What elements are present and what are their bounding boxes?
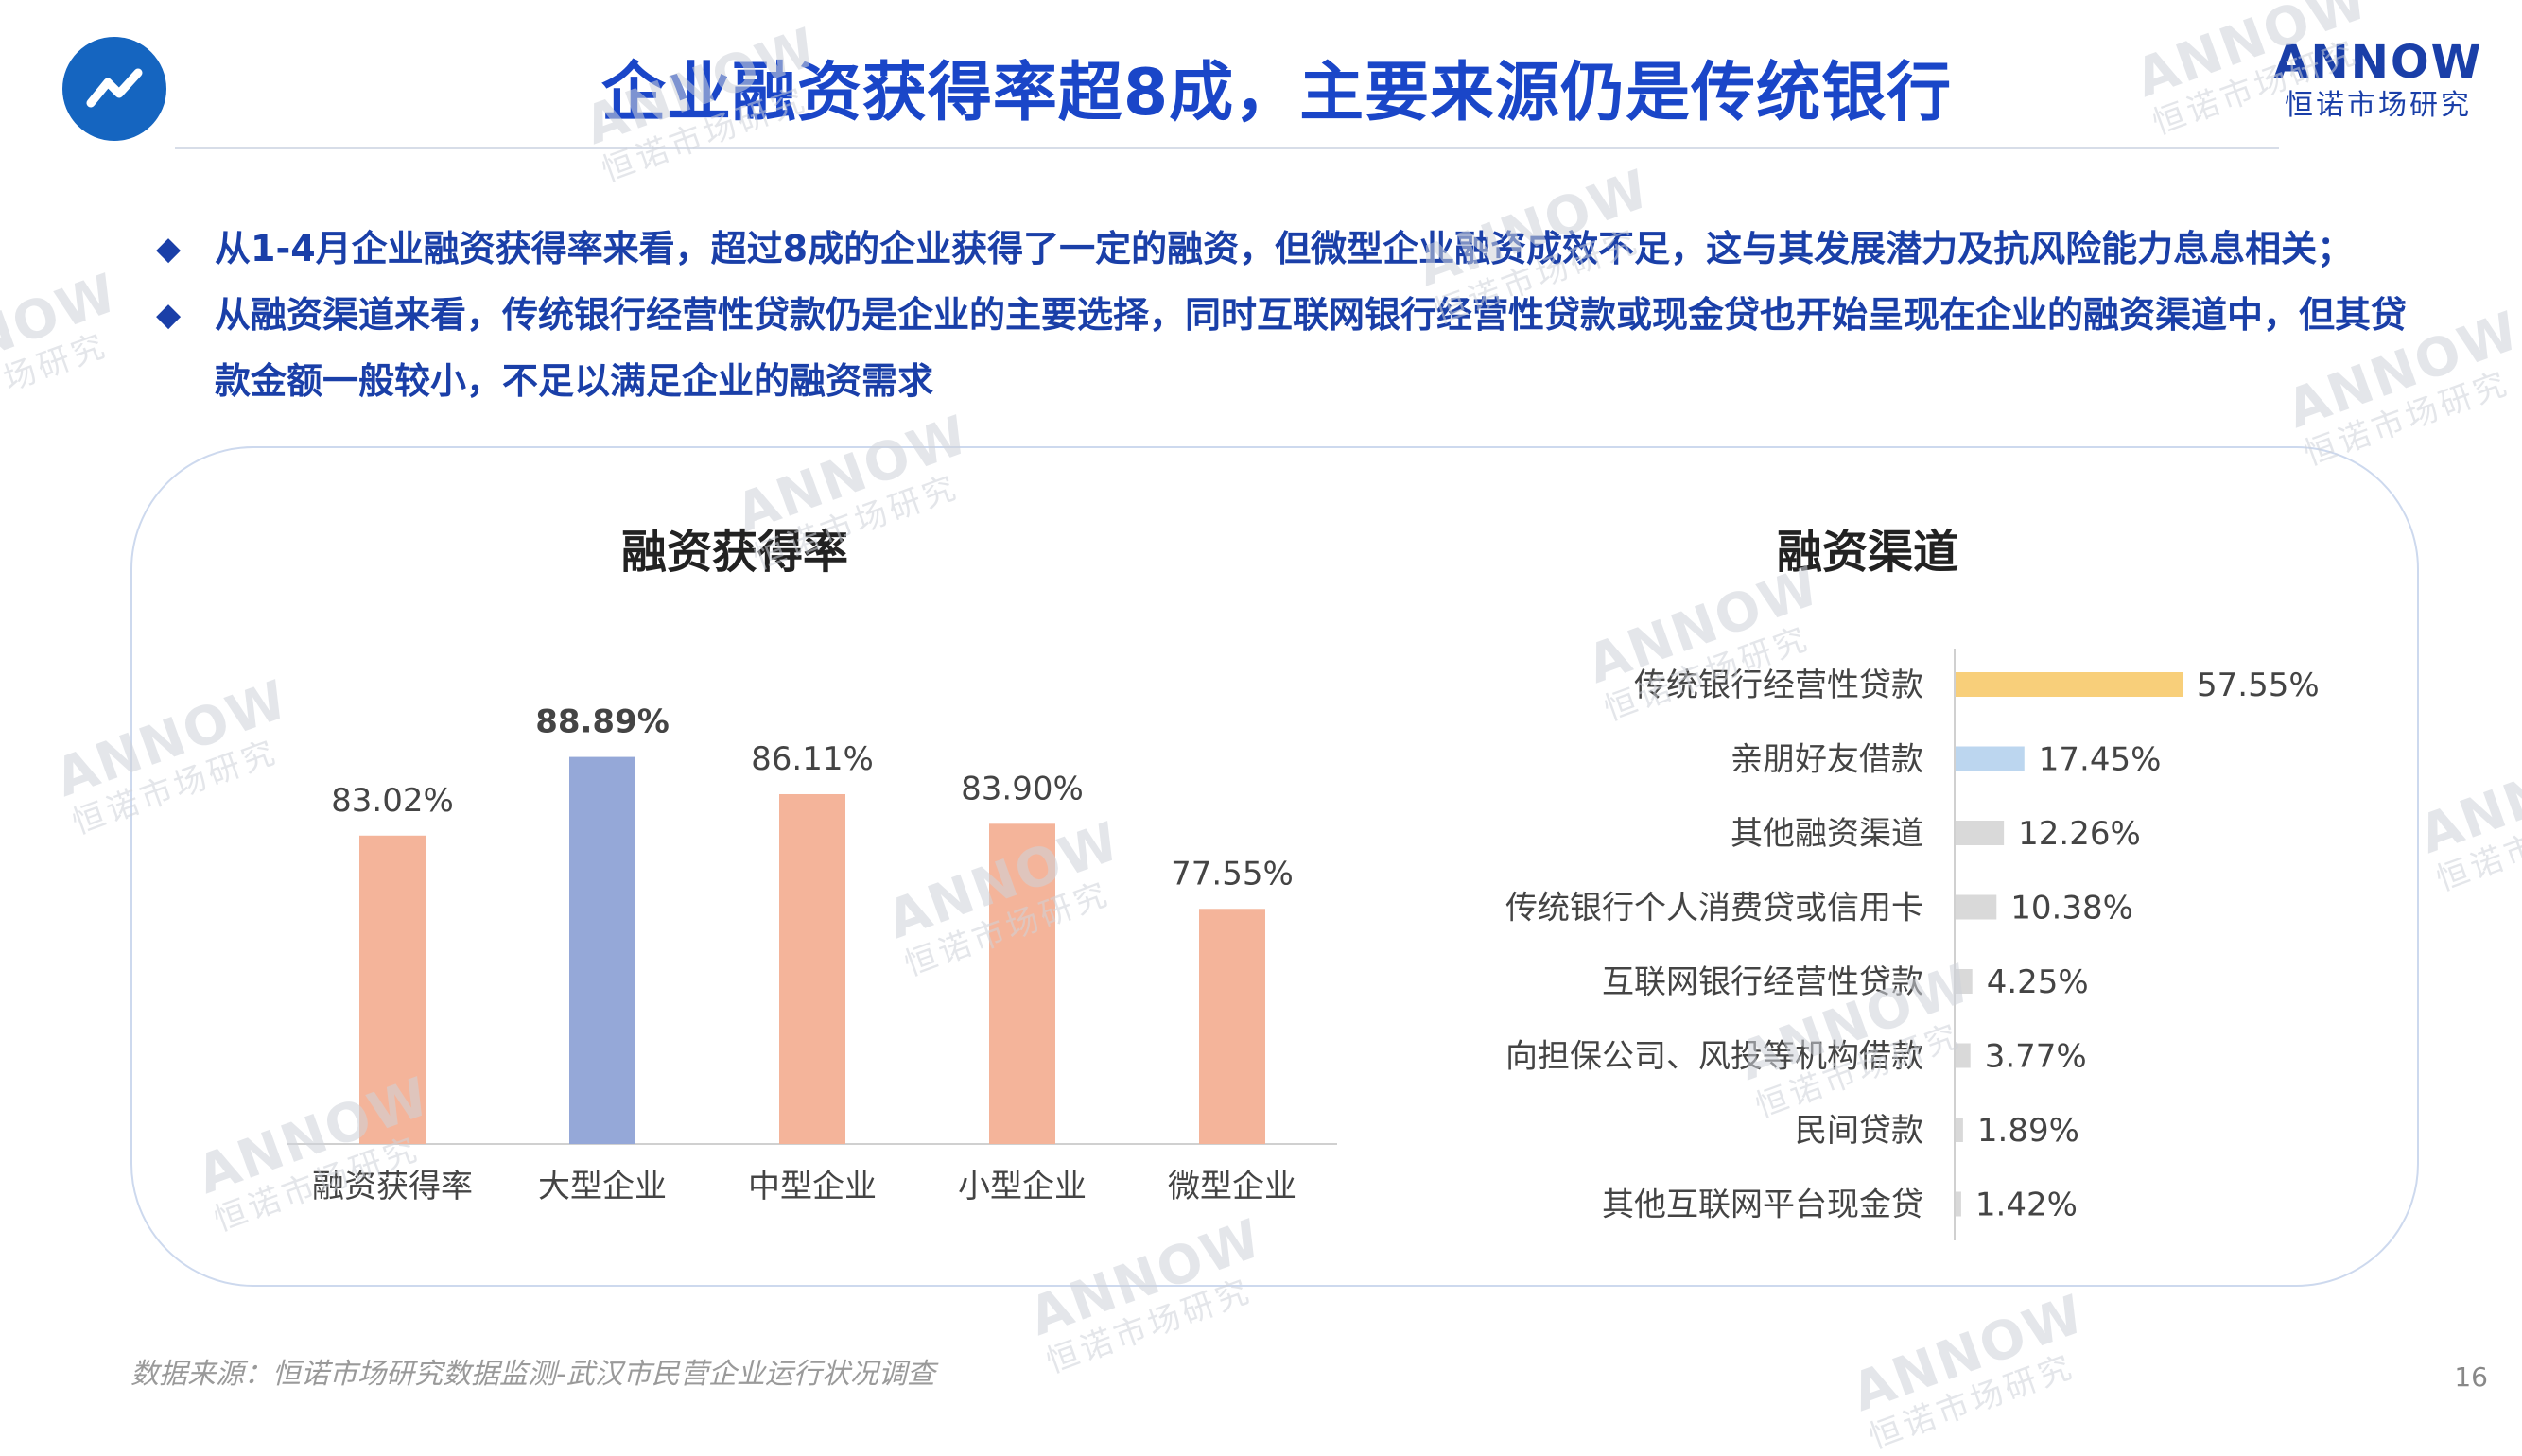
bar-value-label: 10.38% (2010, 890, 2133, 927)
bar (989, 823, 1055, 1144)
bullet-item: ◆ 从1-4月企业融资获得率来看，超过8成的企业获得了一定的融资，但微型企业融资… (156, 216, 2426, 282)
financing-channels-chart: 传统银行经营性贷款 57.55% 亲朋好友借款 17.45% 其他融资渠道 12.26% 传… (1505, 649, 2320, 1240)
bullet-text: 从1-4月企业融资获得率来看，超过8成的企业获得了一定的融资，但微型企业融资成效… (215, 228, 2354, 269)
x-tick-label: 微型企业 (1168, 1168, 1296, 1205)
x-tick-label: 中型企业 (748, 1168, 877, 1205)
summary-bullets: ◆ 从1-4月企业融资获得率来看，超过8成的企业获得了一定的融资，但微型企业融资… (156, 216, 2426, 414)
bar-value-label: 77.55% (1171, 855, 1294, 893)
logo-badge (62, 37, 166, 141)
financing-rate-chart: 83.02% 融资获得率 88.89% 大型企业 86.11% 中型企业 83.90% 小型企… (287, 703, 1337, 1205)
category-label: 传统银行个人消费贷或信用卡 (1505, 890, 1923, 927)
brand-subtitle: 恒诺市场研究 (2285, 89, 2472, 122)
x-tick-label: 小型企业 (958, 1168, 1087, 1205)
bar (1956, 746, 2025, 771)
bar (779, 793, 845, 1144)
x-tick-label: 大型企业 (538, 1168, 667, 1205)
bar-value-label: 12.26% (2018, 815, 2141, 853)
bar (1956, 1118, 1963, 1142)
bar (1956, 821, 2005, 845)
bar-value-label: 17.45% (2039, 741, 2162, 779)
bar (1956, 969, 1973, 994)
category-label: 其他互联网平台现金贷 (1602, 1187, 1923, 1224)
category-label: 向担保公司、风投等机构借款 (1505, 1038, 1923, 1076)
category-label: 其他融资渠道 (1731, 815, 1923, 853)
page-title: 企业融资获得率超8成，主要来源仍是传统银行 (600, 56, 1953, 130)
chart-panel (130, 446, 2419, 1287)
diamond-bullet-icon: ◆ (156, 296, 182, 334)
bar-value-label: 4.25% (1987, 963, 2089, 1001)
bar (359, 835, 426, 1144)
data-source-note: 数据来源：恒诺市场研究数据监测-武汉市民营企业运行状况调查 (130, 1358, 935, 1391)
bar-value-label: 88.89% (535, 703, 670, 741)
bar-value-label: 1.89% (1977, 1112, 2079, 1150)
bar-value-label: 86.11% (751, 740, 874, 778)
category-label: 传统银行经营性贷款 (1634, 667, 1923, 704)
bar-value-label: 83.90% (961, 770, 1084, 807)
bullet-item: ◆ 从融资渠道来看，传统银行经营性贷款仍是企业的主要选择，同时互联网银行经营性贷… (156, 282, 2426, 414)
bullet-text: 从融资渠道来看，传统银行经营性贷款仍是企业的主要选择，同时互联网银行经营性贷款或… (215, 294, 2408, 402)
brand-name: ANNOW (2273, 36, 2483, 89)
bar (569, 756, 635, 1144)
category-label: 互联网银行经营性贷款 (1602, 963, 1923, 1001)
bar-value-label: 83.02% (331, 782, 454, 820)
bar (1199, 909, 1265, 1144)
page-number: 16 (2454, 1361, 2488, 1393)
bar (1956, 1191, 1961, 1217)
bar (1956, 672, 2183, 697)
category-label: 民间贷款 (1795, 1112, 1923, 1150)
title-divider (175, 147, 2279, 149)
chart-title-financing-channels: 融资渠道 (1776, 526, 1958, 579)
bar-value-label: 3.77% (1985, 1038, 2087, 1076)
category-label: 亲朋好友借款 (1731, 741, 1923, 779)
bar-value-label: 1.42% (1975, 1187, 2078, 1224)
bar (1956, 894, 1997, 920)
chart-title-financing-rate: 融资获得率 (620, 526, 848, 579)
diamond-bullet-icon: ◆ (156, 230, 182, 268)
bar-value-label: 57.55% (2197, 667, 2320, 704)
x-tick-label: 融资获得率 (312, 1168, 473, 1205)
brand-logo: ANNOW 恒诺市场研究 (2265, 38, 2492, 125)
trend-line-icon (86, 68, 143, 108)
bar (1956, 1043, 1971, 1068)
